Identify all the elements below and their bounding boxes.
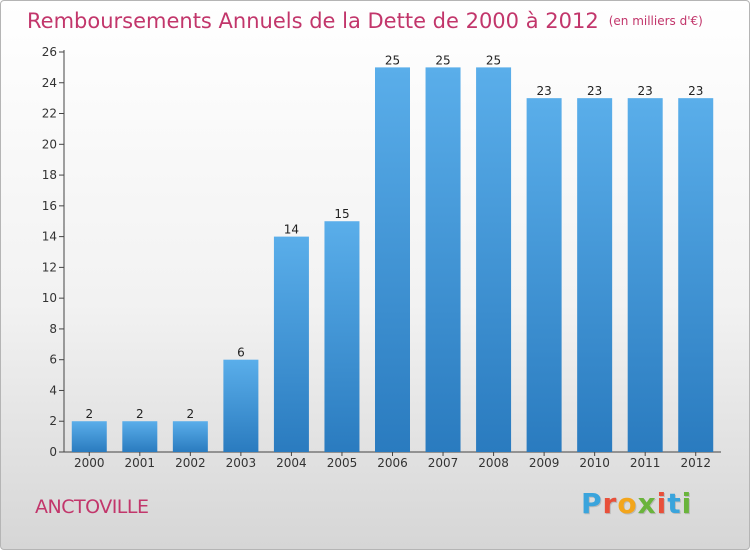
bar: [223, 359, 259, 452]
x-tick-label: 2012: [680, 456, 711, 470]
logo-letter: x: [637, 487, 657, 520]
bar: [526, 98, 562, 453]
y-tick-label: 10: [42, 291, 57, 305]
bar-value-label: 6: [237, 346, 245, 360]
bar: [324, 221, 360, 452]
bar: [627, 98, 663, 453]
y-tick-label: 12: [42, 260, 57, 274]
x-tick-label: 2007: [428, 456, 459, 470]
y-tick-label: 6: [49, 353, 57, 367]
bar: [476, 67, 512, 452]
bar-value-label: 23: [638, 84, 653, 98]
bar: [273, 236, 309, 452]
y-tick-label: 26: [42, 45, 57, 59]
logo-letter: o: [617, 487, 638, 520]
y-tick-label: 4: [49, 383, 57, 397]
bar-value-label: 2: [187, 407, 195, 421]
commune-name: ANCTOVILLE: [35, 496, 149, 518]
bar: [71, 421, 107, 452]
bar-value-label: 15: [334, 207, 349, 221]
x-tick-label: 2011: [630, 456, 661, 470]
chart-title: Remboursements Annuels de la Dette de 20…: [27, 9, 703, 33]
bar-value-label: 23: [688, 84, 703, 98]
x-tick-label: 2003: [226, 456, 257, 470]
y-tick-label: 24: [42, 76, 57, 90]
x-tick-label: 2004: [276, 456, 307, 470]
bar-value-label: 25: [486, 53, 501, 67]
bar: [122, 421, 158, 452]
y-tick-label: 0: [49, 445, 57, 459]
bar: [425, 67, 461, 452]
x-tick-label: 2002: [175, 456, 206, 470]
bar-value-label: 23: [587, 84, 602, 98]
x-tick-label: 2000: [74, 456, 105, 470]
logo-letter: t: [667, 487, 682, 520]
x-tick-label: 2009: [529, 456, 560, 470]
y-tick-label: 18: [42, 168, 57, 182]
bar-value-label: 23: [536, 84, 551, 98]
y-tick-label: 20: [42, 137, 57, 151]
logo-letter: P: [581, 487, 603, 520]
bar-value-label: 25: [435, 53, 450, 67]
proxiti-logo[interactable]: Proxiti: [581, 487, 692, 520]
chart-title-text: Remboursements Annuels de la Dette de 20…: [27, 9, 599, 33]
unit-note: (en milliers d'€): [608, 14, 703, 28]
y-tick-label: 14: [42, 230, 57, 244]
y-tick-label: 8: [49, 322, 57, 336]
x-tick-label: 2010: [579, 456, 610, 470]
y-tick-label: 2: [49, 414, 57, 428]
bar-value-label: 2: [136, 407, 144, 421]
y-tick-label: 22: [42, 107, 57, 121]
x-tick-label: 2008: [478, 456, 509, 470]
logo-letter: i: [656, 487, 668, 520]
bar-value-label: 2: [85, 407, 93, 421]
logo-letter: r: [602, 487, 618, 520]
bar-value-label: 14: [284, 223, 299, 237]
y-tick-label: 16: [42, 199, 57, 213]
bar: [172, 421, 208, 452]
bar: [577, 98, 613, 453]
bar: [375, 67, 410, 452]
x-tick-label: 2006: [377, 456, 408, 470]
x-tick-label: 2005: [327, 456, 358, 470]
bar-value-label: 25: [385, 53, 400, 67]
logo-letter: i: [681, 487, 693, 520]
bar: [678, 98, 714, 453]
x-tick-label: 2001: [125, 456, 156, 470]
